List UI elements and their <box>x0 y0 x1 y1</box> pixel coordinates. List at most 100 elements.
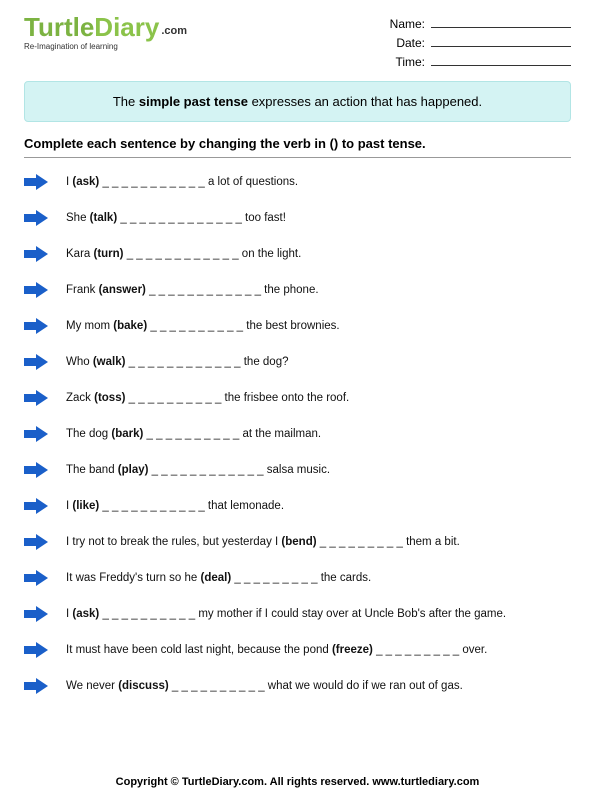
arrow-icon <box>24 498 48 514</box>
footer: Copyright © TurtleDiary.com. All rights … <box>0 776 595 788</box>
info-bold: simple past tense <box>139 94 248 109</box>
arrow-icon <box>24 570 48 586</box>
sentence: Frank (answer) _ _ _ _ _ _ _ _ _ _ _ _ t… <box>66 284 319 296</box>
sentence-post: _ _ _ _ _ _ _ _ _ _ the best brownies. <box>147 320 339 332</box>
sentence: Kara (turn) _ _ _ _ _ _ _ _ _ _ _ _ on t… <box>66 248 301 260</box>
list-item: I (ask) _ _ _ _ _ _ _ _ _ _ _ a lot of q… <box>24 164 571 200</box>
sentence: Zack (toss) _ _ _ _ _ _ _ _ _ _ the fris… <box>66 392 349 404</box>
sentence-post: _ _ _ _ _ _ _ _ _ _ at the mailman. <box>143 428 321 440</box>
sentence-post: _ _ _ _ _ _ _ _ _ _ _ _ _ too fast! <box>117 212 286 224</box>
arrow-icon <box>24 606 48 622</box>
list-item: The band (play) _ _ _ _ _ _ _ _ _ _ _ _ … <box>24 452 571 488</box>
sentence-post: _ _ _ _ _ _ _ _ _ _ _ that lemonade. <box>99 500 284 512</box>
sentence: It must have been cold last night, becau… <box>66 644 487 656</box>
sentence-post: _ _ _ _ _ _ _ _ _ the cards. <box>231 572 371 584</box>
arrow-icon <box>24 390 48 406</box>
list-item: We never (discuss) _ _ _ _ _ _ _ _ _ _ w… <box>24 668 571 704</box>
items-container: I (ask) _ _ _ _ _ _ _ _ _ _ _ a lot of q… <box>24 164 571 704</box>
sentence-post: _ _ _ _ _ _ _ _ _ _ _ _ the phone. <box>146 284 319 296</box>
name-blank <box>431 14 571 28</box>
date-label: Date: <box>396 36 425 50</box>
sentence-post: _ _ _ _ _ _ _ _ _ _ _ _ the dog? <box>125 356 288 368</box>
list-item: The dog (bark) _ _ _ _ _ _ _ _ _ _ at th… <box>24 416 571 452</box>
arrow-icon <box>24 462 48 478</box>
sentence-verb: (ask) <box>72 608 99 620</box>
sentence-post: _ _ _ _ _ _ _ _ _ _ _ a lot of questions… <box>99 176 298 188</box>
sentence-pre: Kara <box>66 248 94 260</box>
sentence: Who (walk) _ _ _ _ _ _ _ _ _ _ _ _ the d… <box>66 356 289 368</box>
arrow-icon <box>24 318 48 334</box>
arrow-icon <box>24 678 48 694</box>
sentence-post: _ _ _ _ _ _ _ _ _ _ what we would do if … <box>169 680 463 692</box>
list-item: Kara (turn) _ _ _ _ _ _ _ _ _ _ _ _ on t… <box>24 236 571 272</box>
arrow-icon <box>24 210 48 226</box>
sentence: The dog (bark) _ _ _ _ _ _ _ _ _ _ at th… <box>66 428 321 440</box>
logo: Turtle Diary .com Re-Imagination of lear… <box>24 14 187 51</box>
arrow-icon <box>24 174 48 190</box>
sentence-post: _ _ _ _ _ _ _ _ _ _ my mother if I could… <box>99 608 506 620</box>
list-item: Frank (answer) _ _ _ _ _ _ _ _ _ _ _ _ t… <box>24 272 571 308</box>
sentence: I (ask) _ _ _ _ _ _ _ _ _ _ _ a lot of q… <box>66 176 298 188</box>
sentence: I (ask) _ _ _ _ _ _ _ _ _ _ my mother if… <box>66 608 506 620</box>
sentence-post: _ _ _ _ _ _ _ _ _ _ the frisbee onto the… <box>125 392 349 404</box>
list-item: I (like) _ _ _ _ _ _ _ _ _ _ _ that lemo… <box>24 488 571 524</box>
name-label: Name: <box>390 17 425 31</box>
sentence-verb: (like) <box>72 500 99 512</box>
sentence-verb: (deal) <box>201 572 232 584</box>
sentence-verb: (answer) <box>99 284 146 296</box>
sentence: It was Freddy's turn so he (deal) _ _ _ … <box>66 572 371 584</box>
sentence-pre: Frank <box>66 284 99 296</box>
meta-fields: Name: Date: Time: <box>390 14 571 69</box>
sentence-verb: (bark) <box>111 428 143 440</box>
list-item: It must have been cold last night, becau… <box>24 632 571 668</box>
sentence-post: _ _ _ _ _ _ _ _ _ _ _ _ on the light. <box>124 248 302 260</box>
arrow-icon <box>24 246 48 262</box>
list-item: Who (walk) _ _ _ _ _ _ _ _ _ _ _ _ the d… <box>24 344 571 380</box>
sentence: My mom (bake) _ _ _ _ _ _ _ _ _ _ the be… <box>66 320 340 332</box>
sentence-pre: The band <box>66 464 118 476</box>
info-pre: The <box>113 94 139 109</box>
info-post: expresses an action that has happened. <box>248 94 482 109</box>
sentence-verb: (walk) <box>93 356 126 368</box>
sentence: I try not to break the rules, but yester… <box>66 536 460 548</box>
sentence-verb: (bend) <box>281 536 316 548</box>
sentence-pre: She <box>66 212 90 224</box>
sentence-verb: (bake) <box>113 320 147 332</box>
list-item: I try not to break the rules, but yester… <box>24 524 571 560</box>
sentence-pre: It was Freddy's turn so he <box>66 572 201 584</box>
arrow-icon <box>24 426 48 442</box>
list-item: My mom (bake) _ _ _ _ _ _ _ _ _ _ the be… <box>24 308 571 344</box>
sentence-pre: I try not to break the rules, but yester… <box>66 536 281 548</box>
sentence-pre: We never <box>66 680 118 692</box>
sentence-pre: My mom <box>66 320 113 332</box>
time-label: Time: <box>395 55 425 69</box>
sentence-verb: (toss) <box>94 392 125 404</box>
sentence: I (like) _ _ _ _ _ _ _ _ _ _ _ that lemo… <box>66 500 284 512</box>
sentence-post: _ _ _ _ _ _ _ _ _ over. <box>373 644 487 656</box>
sentence-verb: (turn) <box>94 248 124 260</box>
logo-word2: Diary <box>94 14 159 40</box>
arrow-icon <box>24 282 48 298</box>
sentence: We never (discuss) _ _ _ _ _ _ _ _ _ _ w… <box>66 680 463 692</box>
list-item: It was Freddy's turn so he (deal) _ _ _ … <box>24 560 571 596</box>
logo-word1: Turtle <box>24 14 94 40</box>
sentence-pre: Who <box>66 356 93 368</box>
sentence-post: _ _ _ _ _ _ _ _ _ them a bit. <box>317 536 460 548</box>
sentence-pre: The dog <box>66 428 111 440</box>
sentence-post: _ _ _ _ _ _ _ _ _ _ _ _ salsa music. <box>148 464 330 476</box>
time-blank <box>431 52 571 66</box>
sentence-pre: It must have been cold last night, becau… <box>66 644 332 656</box>
arrow-icon <box>24 354 48 370</box>
logo-tagline: Re-Imagination of learning <box>24 42 187 51</box>
sentence-pre: Zack <box>66 392 94 404</box>
logo-suffix: .com <box>161 26 187 37</box>
sentence-verb: (play) <box>118 464 149 476</box>
arrow-icon <box>24 534 48 550</box>
arrow-icon <box>24 642 48 658</box>
instructions: Complete each sentence by changing the v… <box>24 136 571 158</box>
list-item: She (talk) _ _ _ _ _ _ _ _ _ _ _ _ _ too… <box>24 200 571 236</box>
sentence-verb: (discuss) <box>118 680 169 692</box>
list-item: I (ask) _ _ _ _ _ _ _ _ _ _ my mother if… <box>24 596 571 632</box>
sentence-verb: (freeze) <box>332 644 373 656</box>
header: Turtle Diary .com Re-Imagination of lear… <box>24 14 571 69</box>
